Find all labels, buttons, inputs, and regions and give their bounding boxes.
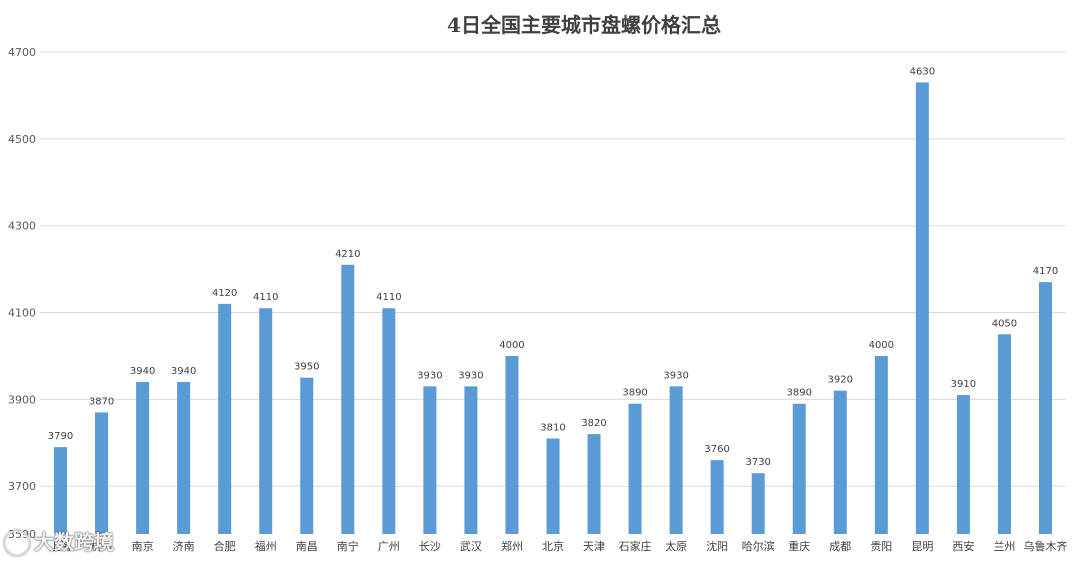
bar [177,382,191,534]
bar [956,395,970,534]
x-tick-label: 重庆 [788,539,810,553]
y-tick-label: 4500 [8,133,36,146]
x-tick-label: 北京 [542,539,564,553]
bar [341,264,355,534]
bar [710,460,724,534]
data-label: 3940 [130,366,155,377]
data-label: 4050 [992,318,1017,329]
bar [915,82,929,534]
data-label: 4120 [212,288,237,299]
bar [1038,282,1052,534]
watermark-logo-icon [4,530,30,556]
data-label: 3930 [417,370,442,381]
x-tick-label: 南昌 [296,540,318,553]
bar [628,403,642,534]
gridlines [40,51,1066,487]
x-tick-label: 西安 [952,539,974,553]
bar [833,390,847,534]
bar [464,386,478,534]
bar [423,386,437,534]
y-tick-label: 3700 [8,480,36,493]
x-tick-label: 石家庄 [619,539,652,553]
x-tick-label: 贵阳 [870,540,892,553]
data-label: 3950 [294,362,319,373]
bar [874,355,888,534]
x-tick-label: 兰州 [993,540,1015,553]
x-tick-label: 太原 [665,540,687,553]
x-tick-label: 南宁 [337,539,359,553]
bars [54,82,1052,534]
data-label: 3890 [787,388,812,399]
bar [997,334,1011,534]
bar [95,412,109,534]
bar [259,308,273,534]
x-tick-label: 武汉 [460,540,482,553]
watermark: 大数跨境 [4,526,114,556]
x-tick-label: 沈阳 [706,539,728,553]
bar [54,447,68,534]
bar [505,355,519,534]
data-label: 3730 [745,457,770,468]
x-tick-label: 长沙 [419,540,441,553]
bar [792,403,806,534]
data-label: 3920 [828,375,853,386]
data-label: 3760 [704,444,729,455]
x-tick-label: 合肥 [214,539,236,553]
data-label: 4110 [376,292,401,303]
data-label: 3890 [622,388,647,399]
x-tick-label: 南京 [132,539,154,553]
x-tick-label: 济南 [173,539,195,553]
x-tick-label: 天津 [583,540,605,553]
x-tick-label: 广州 [378,540,400,553]
y-tick-label: 3900 [8,393,36,406]
x-tick-label: 成都 [829,540,851,553]
data-label: 3940 [171,366,196,377]
data-label: 3870 [89,396,114,407]
x-tick-label: 乌鲁木齐 [1023,539,1067,553]
data-label: 4630 [910,66,935,77]
bar [218,303,232,534]
bar [751,473,765,534]
y-tick-label: 4700 [8,46,36,59]
chart-title: 4日全国主要城市盘螺价格汇总 [447,13,721,37]
bar [300,377,314,534]
x-tick-label: 福州 [255,539,277,553]
data-label: 3810 [540,422,565,433]
bar [382,308,396,534]
data-label: 4210 [335,249,360,260]
data-label: 4170 [1033,266,1058,277]
bar [669,386,683,534]
data-label: 3790 [48,431,73,442]
x-tick-label: 上海 [50,539,72,553]
watermark-text: 大数跨境 [34,529,114,554]
x-tick-label: 哈尔滨 [742,539,775,553]
x-tick-label: 郑州 [501,539,523,553]
bar [136,382,150,534]
data-label: 4000 [499,340,524,351]
bar [587,434,601,534]
x-tick-label: 昆明 [911,540,933,553]
data-label: 3820 [581,418,606,429]
x-axis-ticks: 上海 杭州 南京 济南 合肥 福州 南昌 南宁 广州 长沙 武汉 郑州 北京 天津 石家庄 太原 沈阳 哈尔滨 重庆… [50,539,1068,553]
data-label: 3930 [663,370,688,381]
bar [546,438,560,534]
data-label: 4110 [253,292,278,303]
data-label: 3930 [458,370,483,381]
y-tick-label: 4100 [8,307,36,320]
data-labels: 3790 3870 3940 3940 4120 4110 3950 4210 4110 3930… [48,66,1058,468]
y-tick-label: 4300 [8,220,36,233]
data-label: 4000 [869,340,894,351]
data-label: 3910 [951,379,976,390]
x-tick-label: 杭州 [91,539,113,553]
